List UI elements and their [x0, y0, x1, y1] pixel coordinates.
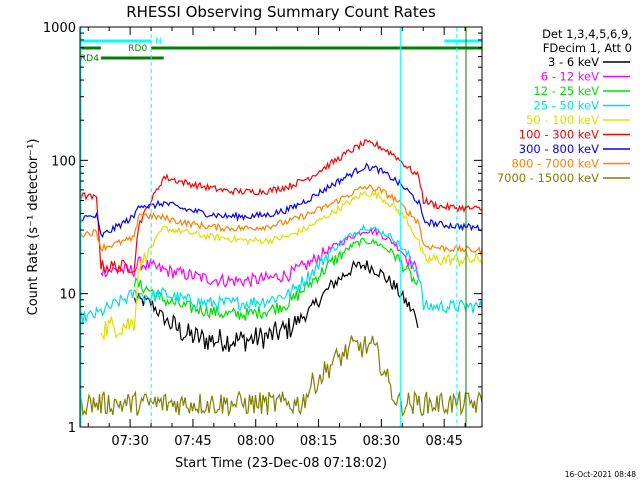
- legend-label-2: 6 - 12 keV: [541, 70, 599, 84]
- flag-label-rd4: RD4: [80, 54, 99, 64]
- series-line-7: [79, 162, 483, 238]
- chart-title: RHESSI Observing Summary Count Rates: [126, 3, 436, 21]
- legend-label-6: 100 - 300 keV: [519, 128, 599, 142]
- legend-header-1: Det 1,3,4,5,6,9,: [542, 27, 632, 41]
- series-layer: [79, 138, 483, 417]
- y-tick-label-10: 10: [59, 288, 76, 303]
- legend-label-5: 50 - 100 keV: [526, 113, 599, 127]
- legend-label-9: 7000 - 15000 keV: [497, 171, 599, 185]
- x-axis-label: Start Time (23-Dec-08 07:18:02): [175, 456, 387, 471]
- plot-frame: [79, 26, 483, 428]
- y-axis-label: Count Rate (s⁻¹ detector⁻¹): [26, 139, 41, 316]
- legend-label-4: 25 - 50 keV: [533, 99, 599, 113]
- series-line-3: [133, 237, 419, 321]
- series-line-5: [100, 190, 483, 341]
- legend-header-2: FDecim 1, Att 0: [543, 41, 632, 55]
- y-tick-label-1000: 1000: [43, 21, 76, 36]
- x-tick-label-4: 08:15: [300, 434, 337, 449]
- series-line-1: [133, 259, 419, 352]
- y-tick-label-100: 100: [51, 154, 76, 169]
- time-guides: [80, 27, 467, 427]
- legend-label-3: 12 - 25 keV: [533, 84, 599, 98]
- x-tick-label-6: 08:45: [425, 434, 462, 449]
- x-tick-label-2: 07:45: [174, 434, 211, 449]
- x-tick-label-5: 08:30: [363, 434, 400, 449]
- axes: 1 10 100 1000 07:30 07:45 08:00 08:15 08:30 08:45: [43, 21, 482, 449]
- legend-label-8: 800 - 7000 keV: [511, 157, 599, 171]
- series-line-4: [79, 223, 483, 325]
- y-tick-label-1: 1: [68, 421, 76, 436]
- series-line-8: [79, 184, 483, 256]
- legend-label-1: 3 - 6 keV: [548, 55, 599, 69]
- x-tick-label-3: 08:00: [237, 434, 274, 449]
- x-tick-label-1: 07:30: [111, 434, 148, 449]
- series-line-2: [100, 226, 420, 288]
- generation-timestamp: 16-Oct-2021 08:48: [565, 470, 636, 479]
- flag-label-rd0: RD0: [128, 44, 147, 54]
- series-line-9: [79, 335, 483, 417]
- legend: Det 1,3,4,5,6,9,FDecim 1, Att 03 - 6 keV…: [497, 27, 632, 185]
- flag-label-n: N: [155, 37, 162, 47]
- legend-label-7: 300 - 800 keV: [519, 142, 599, 156]
